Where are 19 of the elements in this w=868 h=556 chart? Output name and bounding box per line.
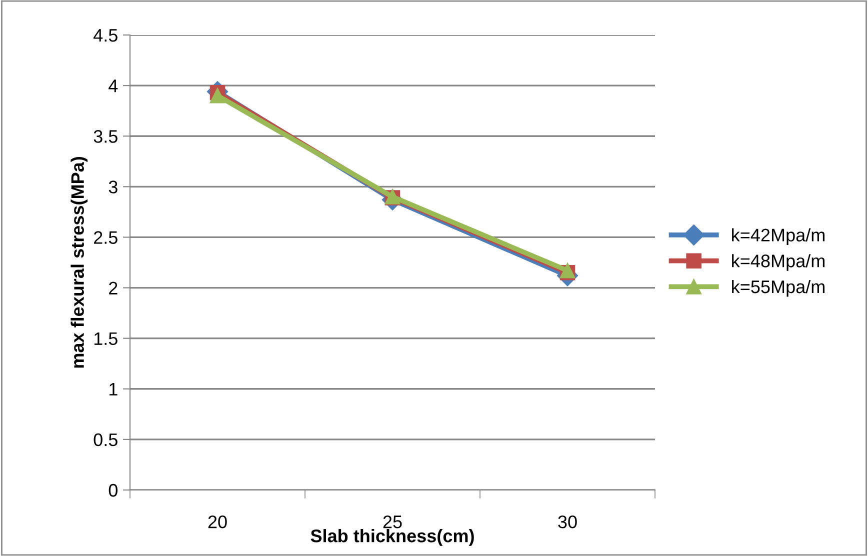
x-tick-label: 25 <box>383 515 402 528</box>
y-tick-label: 2.5 <box>94 231 118 244</box>
y-tick-label: 1 <box>110 383 118 396</box>
y-tick-label: 0 <box>108 484 118 497</box>
y-tick-label: 4 <box>108 80 118 92</box>
legend-label: k=48Mpa/m <box>732 254 824 271</box>
y-tick-label: 4.5 <box>94 29 118 42</box>
y-axis-title: max flexural stress(MPa) <box>70 157 88 368</box>
x-tick-label: 30 <box>558 515 577 528</box>
x-tick-label: 20 <box>208 515 227 528</box>
y-tick-label: 2 <box>109 282 118 294</box>
legend-label: k=42Mpa/m <box>732 228 824 246</box>
y-tick-label: 3 <box>108 180 118 194</box>
y-tick-label: 1.5 <box>94 332 118 346</box>
point <box>210 88 226 104</box>
y-tick-label: 0.5 <box>94 433 118 446</box>
y-tick-label: 3.5 <box>94 130 118 143</box>
x-axis-title: Slab thickness(cm) <box>310 529 474 546</box>
legend-label: k=55Mpa/m <box>732 280 824 297</box>
